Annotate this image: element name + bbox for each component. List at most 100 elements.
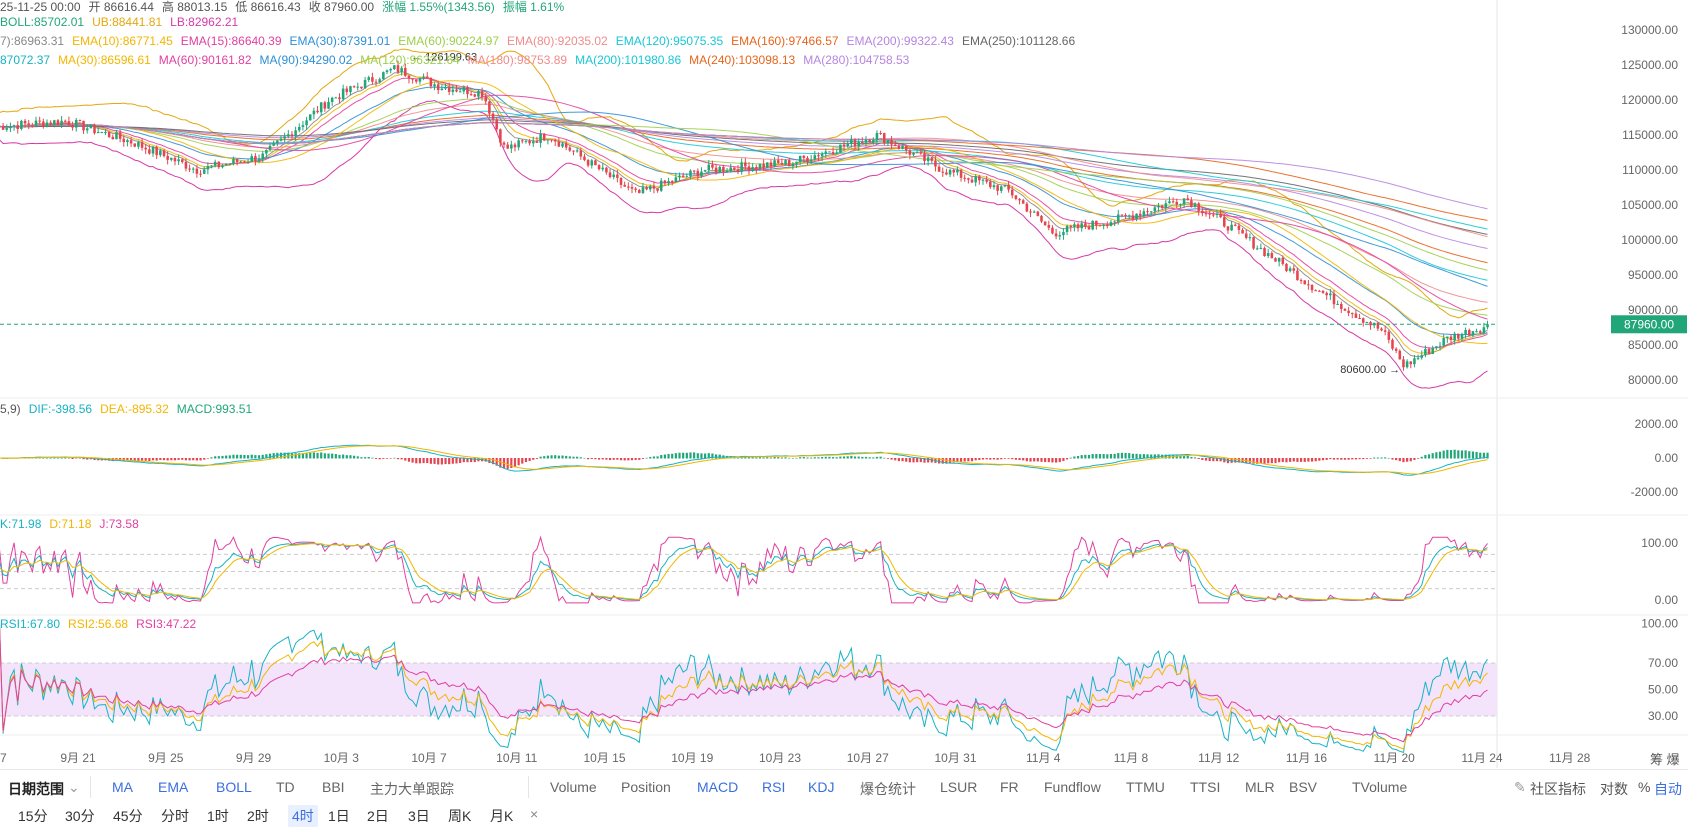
candle-body [170, 157, 173, 160]
macd-histogram-bar [561, 455, 564, 459]
macd-histogram-bar [857, 456, 860, 459]
candle-body [436, 84, 440, 91]
indicator-主力大单跟踪-button[interactable]: 主力大单跟踪 [370, 781, 454, 797]
chevron-down-icon[interactable]: ⌄ [68, 779, 80, 795]
interval-button[interactable]: 45分 [113, 808, 143, 824]
interval-button[interactable]: 4时 [288, 805, 318, 827]
macd-histogram-bar [652, 456, 656, 459]
candle-body [133, 143, 137, 147]
candle-body [1215, 214, 1219, 216]
price-chart[interactable]: 130000.00 125000.00 120000.00 115000.00 1100… [0, 0, 1688, 768]
macd-histogram-bar [378, 458, 381, 460]
candle-body [850, 139, 853, 145]
candle-body [440, 88, 444, 91]
log-scale-button[interactable]: 对数 [1600, 781, 1628, 797]
macd-histogram-bar [64, 457, 67, 459]
interval-button[interactable]: 1日 [328, 808, 350, 824]
indicator-sub-8-button[interactable]: Fundflow [1044, 779, 1101, 795]
boll-legend: BOLL:85702.01 UB:88441.81 LB:82962.21 [0, 15, 246, 29]
macd-histogram-bar [769, 457, 773, 459]
community-indicators-button[interactable]: 社区指标 [1530, 781, 1586, 797]
candle-body [659, 180, 663, 191]
macd-histogram-bar [1098, 454, 1102, 459]
candle-body [612, 174, 615, 178]
interval-button[interactable]: 分时 [161, 808, 189, 824]
indicator-ema-button[interactable]: EMA [158, 779, 189, 795]
macd-histogram-bar [396, 458, 400, 460]
macd-histogram-bar [908, 458, 911, 463]
macd-histogram-bar [206, 458, 209, 459]
candle-body [323, 102, 327, 109]
candle-body [287, 134, 290, 137]
indicator-bbi-button[interactable]: BBI [322, 779, 345, 795]
indicator-sub-2-button[interactable]: MACD [697, 779, 739, 795]
indicator-sub-6-button[interactable]: LSUR [940, 779, 978, 795]
interval-button[interactable]: 2时 [247, 808, 269, 824]
macd-histogram-bar [1179, 455, 1182, 459]
percent-scale-button[interactable]: % [1638, 779, 1651, 795]
candle-body [590, 160, 594, 166]
candle-body [930, 157, 934, 161]
indicator-td-button[interactable]: TD [276, 779, 295, 795]
macd-histogram-bar [872, 457, 875, 459]
candle-body [703, 170, 707, 172]
candle-body [747, 166, 751, 171]
candle-body [1438, 345, 1442, 347]
indicator-sub-1-button[interactable]: Position [621, 779, 671, 795]
indicator-sub-13-button[interactable]: TVolume [1352, 779, 1408, 795]
indicator-sub-5-button[interactable]: 爆仓统计 [860, 781, 916, 797]
candle-body [404, 67, 407, 76]
candle-body [1259, 247, 1263, 249]
interval-button[interactable]: 月K [490, 808, 514, 824]
indicator-sub-9-button[interactable]: TTMU [1126, 779, 1165, 795]
interval-button[interactable]: 15分 [18, 808, 48, 824]
indicator-ma-button[interactable]: MA [112, 779, 133, 795]
indicator-sub-4-button[interactable]: KDJ [808, 779, 835, 795]
candle-body [137, 142, 140, 147]
macd-histogram-bar [923, 458, 926, 463]
macd-histogram-bar [1438, 451, 1442, 459]
macd-histogram-bar [170, 458, 173, 461]
indicator-boll-button[interactable]: BOLL [216, 779, 252, 795]
indicator-sub-7-button[interactable]: FR [1000, 779, 1019, 795]
x-tick-label: 10月 7 [411, 751, 447, 765]
macd-histogram-bar [671, 453, 674, 459]
indicator-sub-12-button[interactable]: BSV [1289, 779, 1318, 795]
indicator-sub-10-button[interactable]: TTSI [1190, 779, 1221, 795]
candle-body [1343, 308, 1347, 311]
indicator-sub-0-button[interactable]: Volume [550, 779, 597, 795]
macd-histogram-bar [1000, 458, 1003, 460]
interval-button[interactable]: 30分 [65, 808, 95, 824]
macd-histogram-bar [159, 458, 162, 461]
candle-body [1179, 204, 1182, 206]
macd-histogram-bar [1446, 449, 1449, 459]
rsi3-line [0, 623, 1488, 743]
candle-body [276, 140, 279, 144]
x-tick-label: 9月 29 [236, 751, 272, 765]
interval-button[interactable]: 1时 [207, 808, 229, 824]
interval-button[interactable]: 周K [448, 808, 472, 824]
date-range-button[interactable]: 日期范围 [8, 781, 64, 797]
macd-histogram-bar [1204, 458, 1208, 461]
candle-body [20, 120, 23, 129]
indicator-sub-11-button[interactable]: MLR [1245, 779, 1275, 795]
macd-legend-item: DEA:-895.32 [100, 402, 169, 416]
candle-body [393, 65, 396, 70]
auto-scale-button[interactable]: 自动 [1654, 781, 1682, 797]
edit-icon[interactable]: ✎ [1514, 779, 1526, 795]
indicator-sub-3-button[interactable]: RSI [762, 779, 786, 795]
macd-histogram-bar [367, 456, 370, 459]
candle-body [542, 133, 546, 141]
x-tick-label: 10月 15 [583, 751, 625, 765]
ema-legend-item: EMA(30):87391.01 [289, 34, 391, 48]
close-icon[interactable]: × [530, 806, 539, 822]
macd-histogram-bar [1007, 458, 1010, 459]
macd-histogram-bar [755, 457, 758, 459]
interval-button[interactable]: 2日 [367, 808, 389, 824]
interval-button[interactable]: 3日 [408, 808, 430, 824]
candle-body [1299, 280, 1303, 282]
candle-body [1263, 247, 1266, 257]
macd-histogram-bar [916, 458, 919, 463]
ma-legend-item: 87072.37 [0, 53, 51, 67]
candle-body [1204, 213, 1208, 215]
